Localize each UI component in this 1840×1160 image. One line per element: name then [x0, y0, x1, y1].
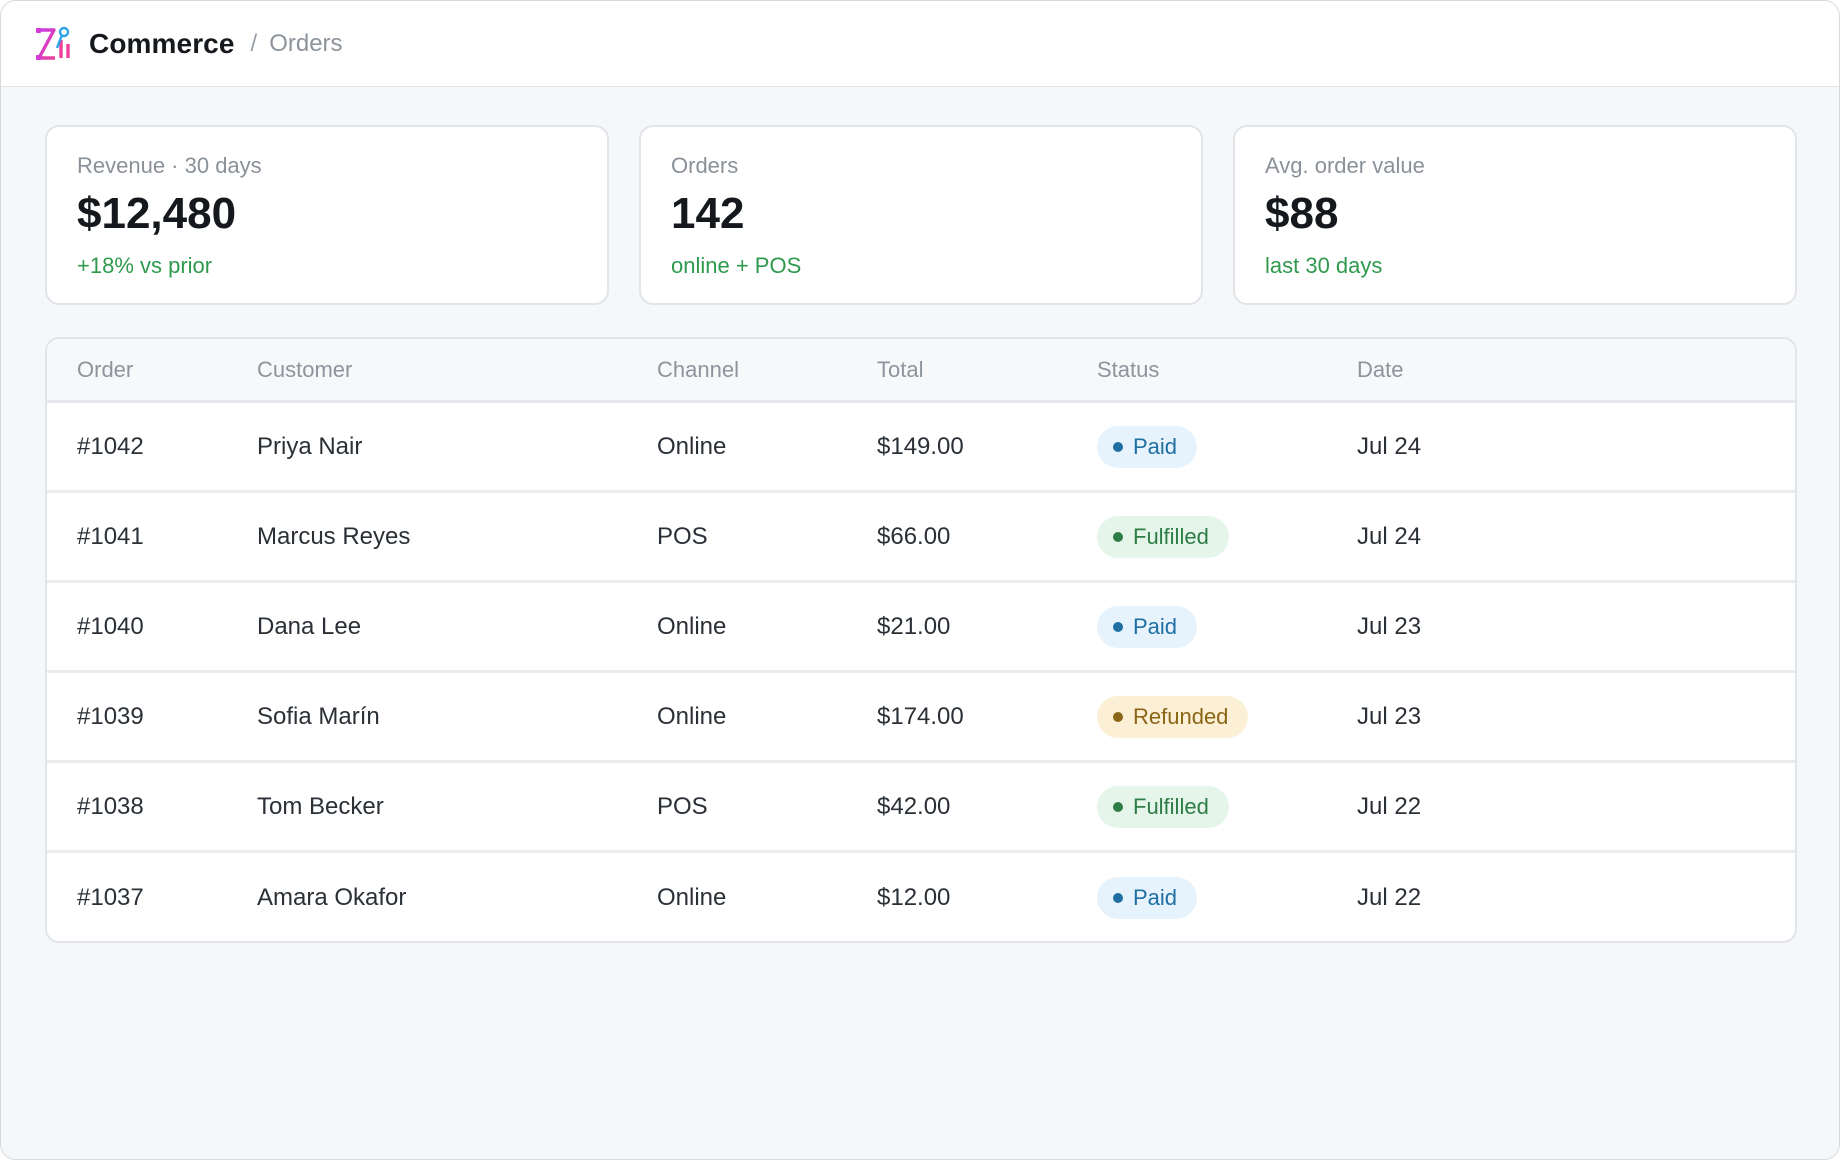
order-id[interactable]: #1041: [77, 522, 144, 550]
stat-label: Orders: [671, 153, 739, 178]
status-badge: Refunded: [1097, 695, 1249, 738]
column-header-date[interactable]: Date: [1357, 356, 1404, 382]
status-badge: Paid: [1097, 877, 1198, 919]
stat-card-avg-order-value: Avg. order value $88 last 30 days: [1233, 125, 1797, 305]
status-label: Refunded: [1133, 703, 1229, 729]
stat-subtext: online + POS: [671, 253, 802, 279]
order-total: $21.00: [877, 612, 951, 640]
order-id[interactable]: #1038: [77, 792, 144, 820]
status-label: Paid: [1133, 613, 1178, 639]
stats-row: Revenue · 30 days $12,480 +18% vs prior …: [45, 125, 1797, 305]
order-date: Jul 22: [1357, 884, 1422, 911]
channel: Online: [657, 884, 727, 911]
column-header-channel[interactable]: Channel: [657, 356, 739, 382]
order-date: Jul 22: [1357, 792, 1422, 820]
stat-card-revenue: Revenue · 30 days $12,480 +18% vs prior: [45, 125, 609, 305]
column-header-customer[interactable]: Customer: [257, 356, 353, 382]
status-dot-icon: [1113, 711, 1123, 722]
status-dot-icon: [1113, 893, 1123, 903]
customer-name: Sofia Marín: [257, 702, 380, 730]
top-bar: Commerce / Orders: [1, 1, 1839, 87]
breadcrumb-separator: /: [250, 29, 258, 57]
status-badge: Fulfilled: [1097, 785, 1229, 828]
order-id[interactable]: #1037: [77, 884, 144, 911]
order-total: $174.00: [877, 702, 964, 730]
channel: Online: [657, 612, 727, 640]
channel: POS: [657, 522, 708, 550]
table-row[interactable]: #1041 Marcus Reyes POS $66.00 Fulfilled …: [47, 493, 1795, 583]
order-total: $42.00: [877, 792, 951, 820]
table-row[interactable]: #1042 Priya Nair Online $149.00 Paid Jul…: [47, 403, 1795, 493]
customer-name: Amara Okafor: [257, 884, 407, 911]
status-dot-icon: [1113, 441, 1123, 452]
order-total: $12.00: [877, 884, 951, 911]
table-header: Order Customer Channel Total Status Date: [47, 339, 1795, 403]
channel: Online: [657, 432, 727, 460]
status-dot-icon: [1113, 801, 1123, 812]
table-row[interactable]: #1038 Tom Becker POS $42.00 Fulfilled Ju…: [47, 763, 1795, 853]
order-id[interactable]: #1042: [77, 432, 144, 460]
status-label: Paid: [1133, 433, 1178, 459]
stat-subtext: last 30 days: [1265, 253, 1383, 279]
order-date: Jul 23: [1357, 612, 1422, 640]
column-header-order[interactable]: Order: [77, 356, 134, 382]
order-total: $66.00: [877, 522, 951, 550]
order-date: Jul 23: [1357, 702, 1422, 730]
status-label: Fulfilled: [1133, 523, 1209, 549]
status-label: Fulfilled: [1133, 793, 1209, 819]
status-badge: Fulfilled: [1097, 515, 1229, 558]
app-title[interactable]: Commerce: [89, 27, 235, 59]
order-id[interactable]: #1039: [77, 702, 144, 730]
stat-card-orders: Orders 142 online + POS: [639, 125, 1203, 305]
table-row[interactable]: #1037 Amara Okafor Online $12.00 Paid Ju…: [47, 853, 1795, 941]
status-badge: Paid: [1097, 425, 1198, 468]
order-id[interactable]: #1040: [77, 612, 144, 640]
breadcrumb-current: Orders: [269, 29, 343, 57]
stat-value: 142: [671, 189, 745, 238]
status-dot-icon: [1113, 531, 1123, 542]
orders-table: Order Customer Channel Total Status Date…: [45, 337, 1797, 943]
status-label: Paid: [1133, 885, 1178, 910]
stat-value: $88: [1265, 189, 1339, 238]
customer-name: Marcus Reyes: [257, 522, 411, 550]
table-row[interactable]: #1039 Sofia Marín Online $174.00 Refunde…: [47, 673, 1795, 763]
order-total: $149.00: [877, 432, 964, 460]
column-header-status[interactable]: Status: [1097, 356, 1160, 382]
stat-label: Revenue · 30 days: [77, 153, 262, 178]
customer-name: Priya Nair: [257, 432, 363, 460]
channel: Online: [657, 702, 727, 730]
table-row[interactable]: #1040 Dana Lee Online $21.00 Paid Jul 23: [47, 583, 1795, 673]
status-dot-icon: [1113, 621, 1123, 632]
order-date: Jul 24: [1357, 432, 1422, 460]
customer-name: Dana Lee: [257, 612, 362, 640]
column-header-total[interactable]: Total: [877, 356, 924, 382]
channel: POS: [657, 792, 708, 820]
status-badge: Paid: [1097, 605, 1198, 648]
order-date: Jul 24: [1357, 522, 1422, 550]
customer-name: Tom Becker: [257, 792, 384, 820]
stat-value: $12,480: [77, 189, 237, 238]
commerce-logo-icon[interactable]: [35, 26, 71, 62]
stat-label: Avg. order value: [1265, 153, 1425, 178]
stat-subtext: +18% vs prior: [77, 253, 213, 279]
